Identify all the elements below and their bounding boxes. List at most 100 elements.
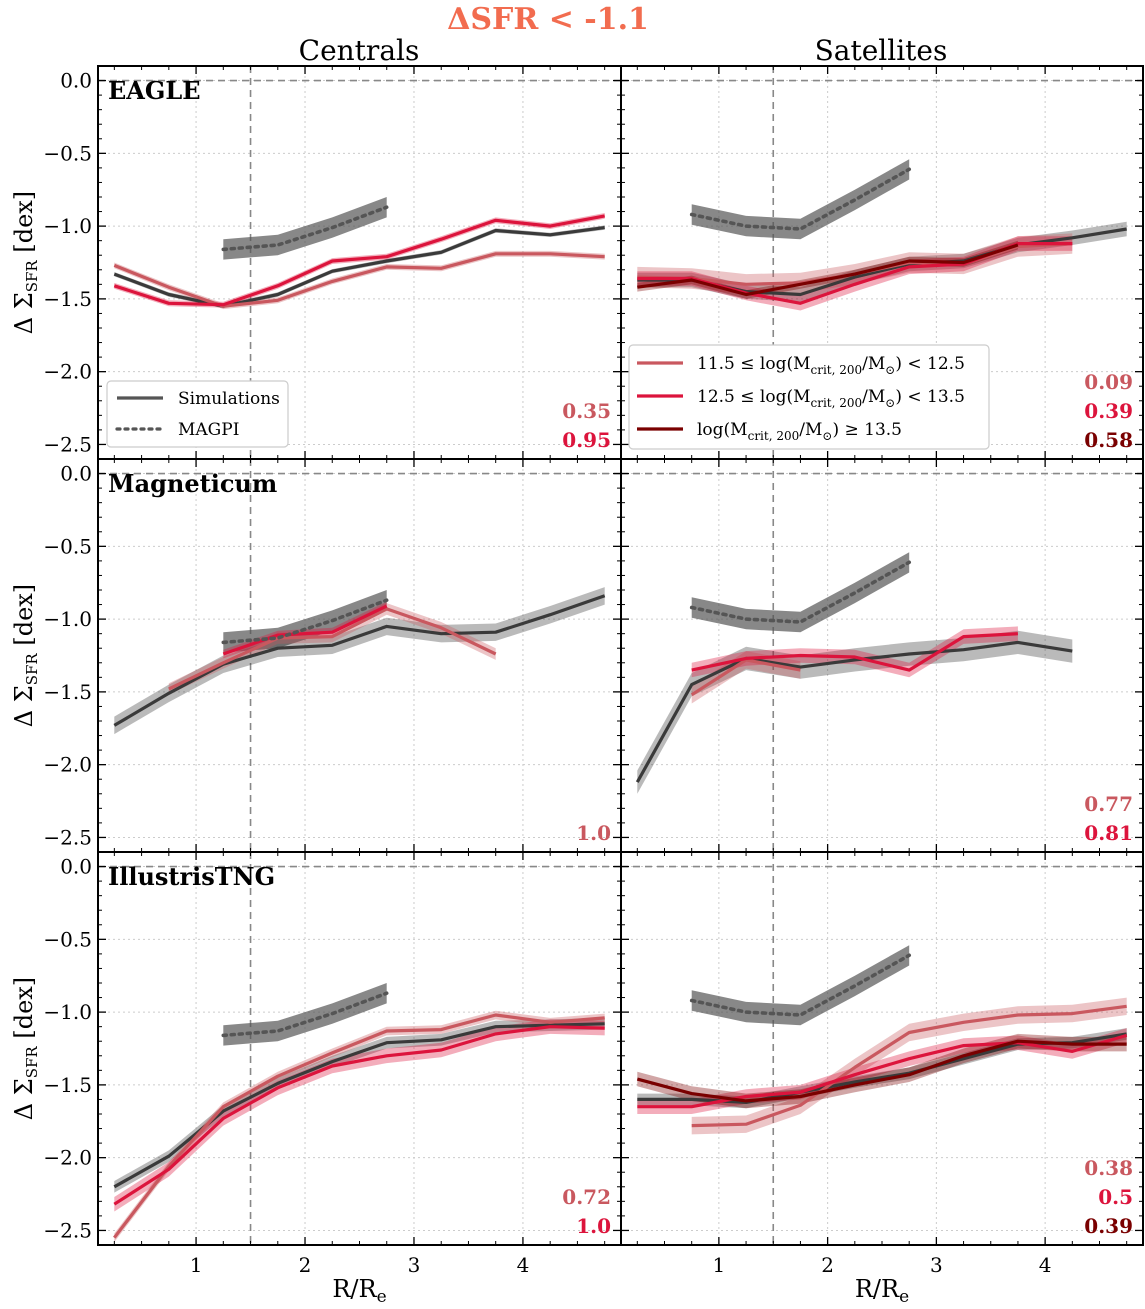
y-tick-label: −1.0: [43, 1000, 92, 1024]
stat-value-bin_mid: 0.95: [562, 428, 611, 452]
panel-0-1: 0.09 0.39 0.58 11.5 ≤ log(Mcrit, 200/M⊙) < …: [620, 65, 1144, 460]
x-axis-title: R/Re: [855, 1275, 909, 1307]
magpi-line: [689, 953, 911, 1017]
series-band-bin_mid: [637, 1028, 1127, 1114]
panel-0-0: 0.0 −0.5 −1.0 −1.5 −2.0 −2.5 Δ ΣSFR [dex] EAGLE…: [10, 65, 622, 460]
magpi-line: [689, 167, 911, 231]
column-title-satellites: Satellites: [815, 34, 948, 67]
series-band-simulations: [637, 630, 1073, 794]
plot-area: [635, 552, 1073, 794]
series-line-simulations: [635, 640, 1073, 783]
x-tick-label: 4: [1039, 1253, 1052, 1277]
simulation-label: IllustrisTNG: [108, 862, 275, 891]
y-tick-label: −1.0: [43, 607, 92, 631]
series-line-bin_low: [168, 607, 497, 691]
stat-value-bin_mid: 1.0: [576, 1214, 611, 1238]
stat-value-bin_low: 0.09: [1084, 370, 1133, 394]
stat-value-bin_low: 0.72: [562, 1185, 611, 1209]
y-tick-label: −1.5: [43, 680, 92, 704]
simulation-label: EAGLE: [108, 76, 201, 105]
series-line-bin_mid: [113, 1025, 605, 1206]
magpi-band: [691, 552, 910, 633]
y-tick-label: −2.0: [43, 753, 92, 777]
series-band-bin_low: [114, 1010, 605, 1243]
x-tick-label: 4: [517, 1253, 530, 1277]
x-tick-label: 3: [930, 1253, 943, 1277]
magpi-band: [223, 590, 387, 653]
series-band-bin_low: [691, 997, 1127, 1135]
y-tick-label: −2.0: [43, 360, 92, 384]
series-line-simulations: [113, 1022, 605, 1189]
y-tick-label: −0.5: [43, 927, 92, 951]
stat-value-bin_high: 0.58: [1084, 428, 1133, 452]
magpi-band: [223, 983, 387, 1046]
y-tick-label: −1.5: [43, 1073, 92, 1097]
x-tick-label: 1: [713, 1253, 726, 1277]
panel-2-0: 0.0 −0.5 −1.0 −1.5 −2.0 −2.5 Δ ΣSFR [dex] 1 2 3 4 R…: [10, 851, 622, 1307]
y-tick-label: 0.0: [60, 462, 92, 486]
series-line-simulations: [113, 594, 606, 727]
y-tick-label: −2.5: [43, 1218, 92, 1242]
series-band-simulations: [114, 587, 605, 735]
series-line-bin_mid: [113, 214, 605, 307]
magpi-band: [223, 197, 387, 260]
series-line-simulations: [113, 226, 605, 308]
y-tick-label: 0.0: [60, 855, 92, 879]
y-tick-label: −0.5: [43, 534, 92, 558]
legend-label-bin_high: log(Mcrit, 200/M⊙) ≥ 13.5: [697, 420, 902, 443]
y-tick-label: −2.5: [43, 432, 92, 456]
legend-bins: 11.5 ≤ log(Mcrit, 200/M⊙) < 12.5 12.5 ≤ l…: [628, 344, 990, 450]
x-tick-label: 1: [190, 1253, 203, 1277]
magpi-line: [221, 991, 389, 1038]
series-line-bin_high: [637, 243, 1019, 297]
stat-value-bin_mid: 0.81: [1084, 821, 1133, 845]
panel-1-1: 0.77 0.81: [620, 458, 1144, 853]
legend-label-bin_low: 11.5 ≤ log(Mcrit, 200/M⊙) < 12.5: [697, 354, 965, 377]
stat-value-bin_low: 0.77: [1084, 792, 1133, 816]
panel-frame: [97, 458, 622, 853]
series-line-bin_low: [113, 252, 605, 308]
series-band-bin_mid: [114, 1019, 605, 1212]
simulation-label: Magneticum: [108, 469, 277, 498]
series-band-bin_low: [114, 250, 605, 310]
figure-title: ΔSFR < -1.1: [447, 2, 649, 37]
series-line-bin_mid: [222, 604, 388, 656]
x-tick-label: 2: [299, 1253, 312, 1277]
magpi-line: [221, 598, 389, 645]
magpi-band: [691, 945, 910, 1026]
x-tick-label: 3: [408, 1253, 421, 1277]
panel-2-1: 1 2 3 4 R/Re 0.38 0.5 0.39: [620, 851, 1144, 1307]
stat-value-bin_low: 0.35: [562, 399, 611, 423]
y-tick-label: −1.0: [43, 214, 92, 238]
x-tick-label: 2: [821, 1253, 834, 1277]
plot-area: [636, 945, 1128, 1135]
stat-value-bin_low: 0.38: [1084, 1156, 1133, 1180]
series-line-bin_low: [691, 1004, 1127, 1128]
stat-value-bin_low: 1.0: [576, 821, 611, 845]
series-band-simulations: [637, 221, 1127, 302]
y-tick-label: −0.5: [43, 141, 92, 165]
plot-area: [113, 983, 605, 1243]
magpi-line: [689, 560, 911, 624]
series-line-bin_mid: [637, 1033, 1128, 1109]
legend-label: Simulations: [178, 389, 280, 409]
stat-value-bin_high: 0.39: [1084, 1214, 1133, 1238]
legend-label-bin_mid: 12.5 ≤ log(Mcrit, 200/M⊙) < 13.5: [697, 387, 965, 410]
series-line-bin_low: [113, 1013, 605, 1239]
stat-value-bin_mid: 0.39: [1084, 399, 1133, 423]
y-axis-title: Δ ΣSFR [dex]: [10, 977, 41, 1120]
series-band-bin_low: [637, 233, 1073, 295]
plot-area: [637, 159, 1127, 311]
plot-area: [113, 197, 605, 310]
panels-group: 0.0 −0.5 −1.0 −1.5 −2.0 −2.5 Δ ΣSFR [dex] EAGLE…: [10, 65, 1144, 1307]
series-band-bin_mid: [691, 626, 1018, 678]
y-axis-title: Δ ΣSFR [dex]: [10, 191, 41, 334]
y-tick-label: −1.5: [43, 287, 92, 311]
x-axis-title: R/Re: [332, 1275, 386, 1307]
series-line-bin_high: [636, 1039, 1127, 1103]
y-tick-label: −2.0: [43, 1146, 92, 1170]
legend-styles: Simulations MAGPI: [106, 380, 289, 448]
magpi-band: [691, 159, 910, 240]
legend-label: MAGPI: [178, 420, 239, 440]
